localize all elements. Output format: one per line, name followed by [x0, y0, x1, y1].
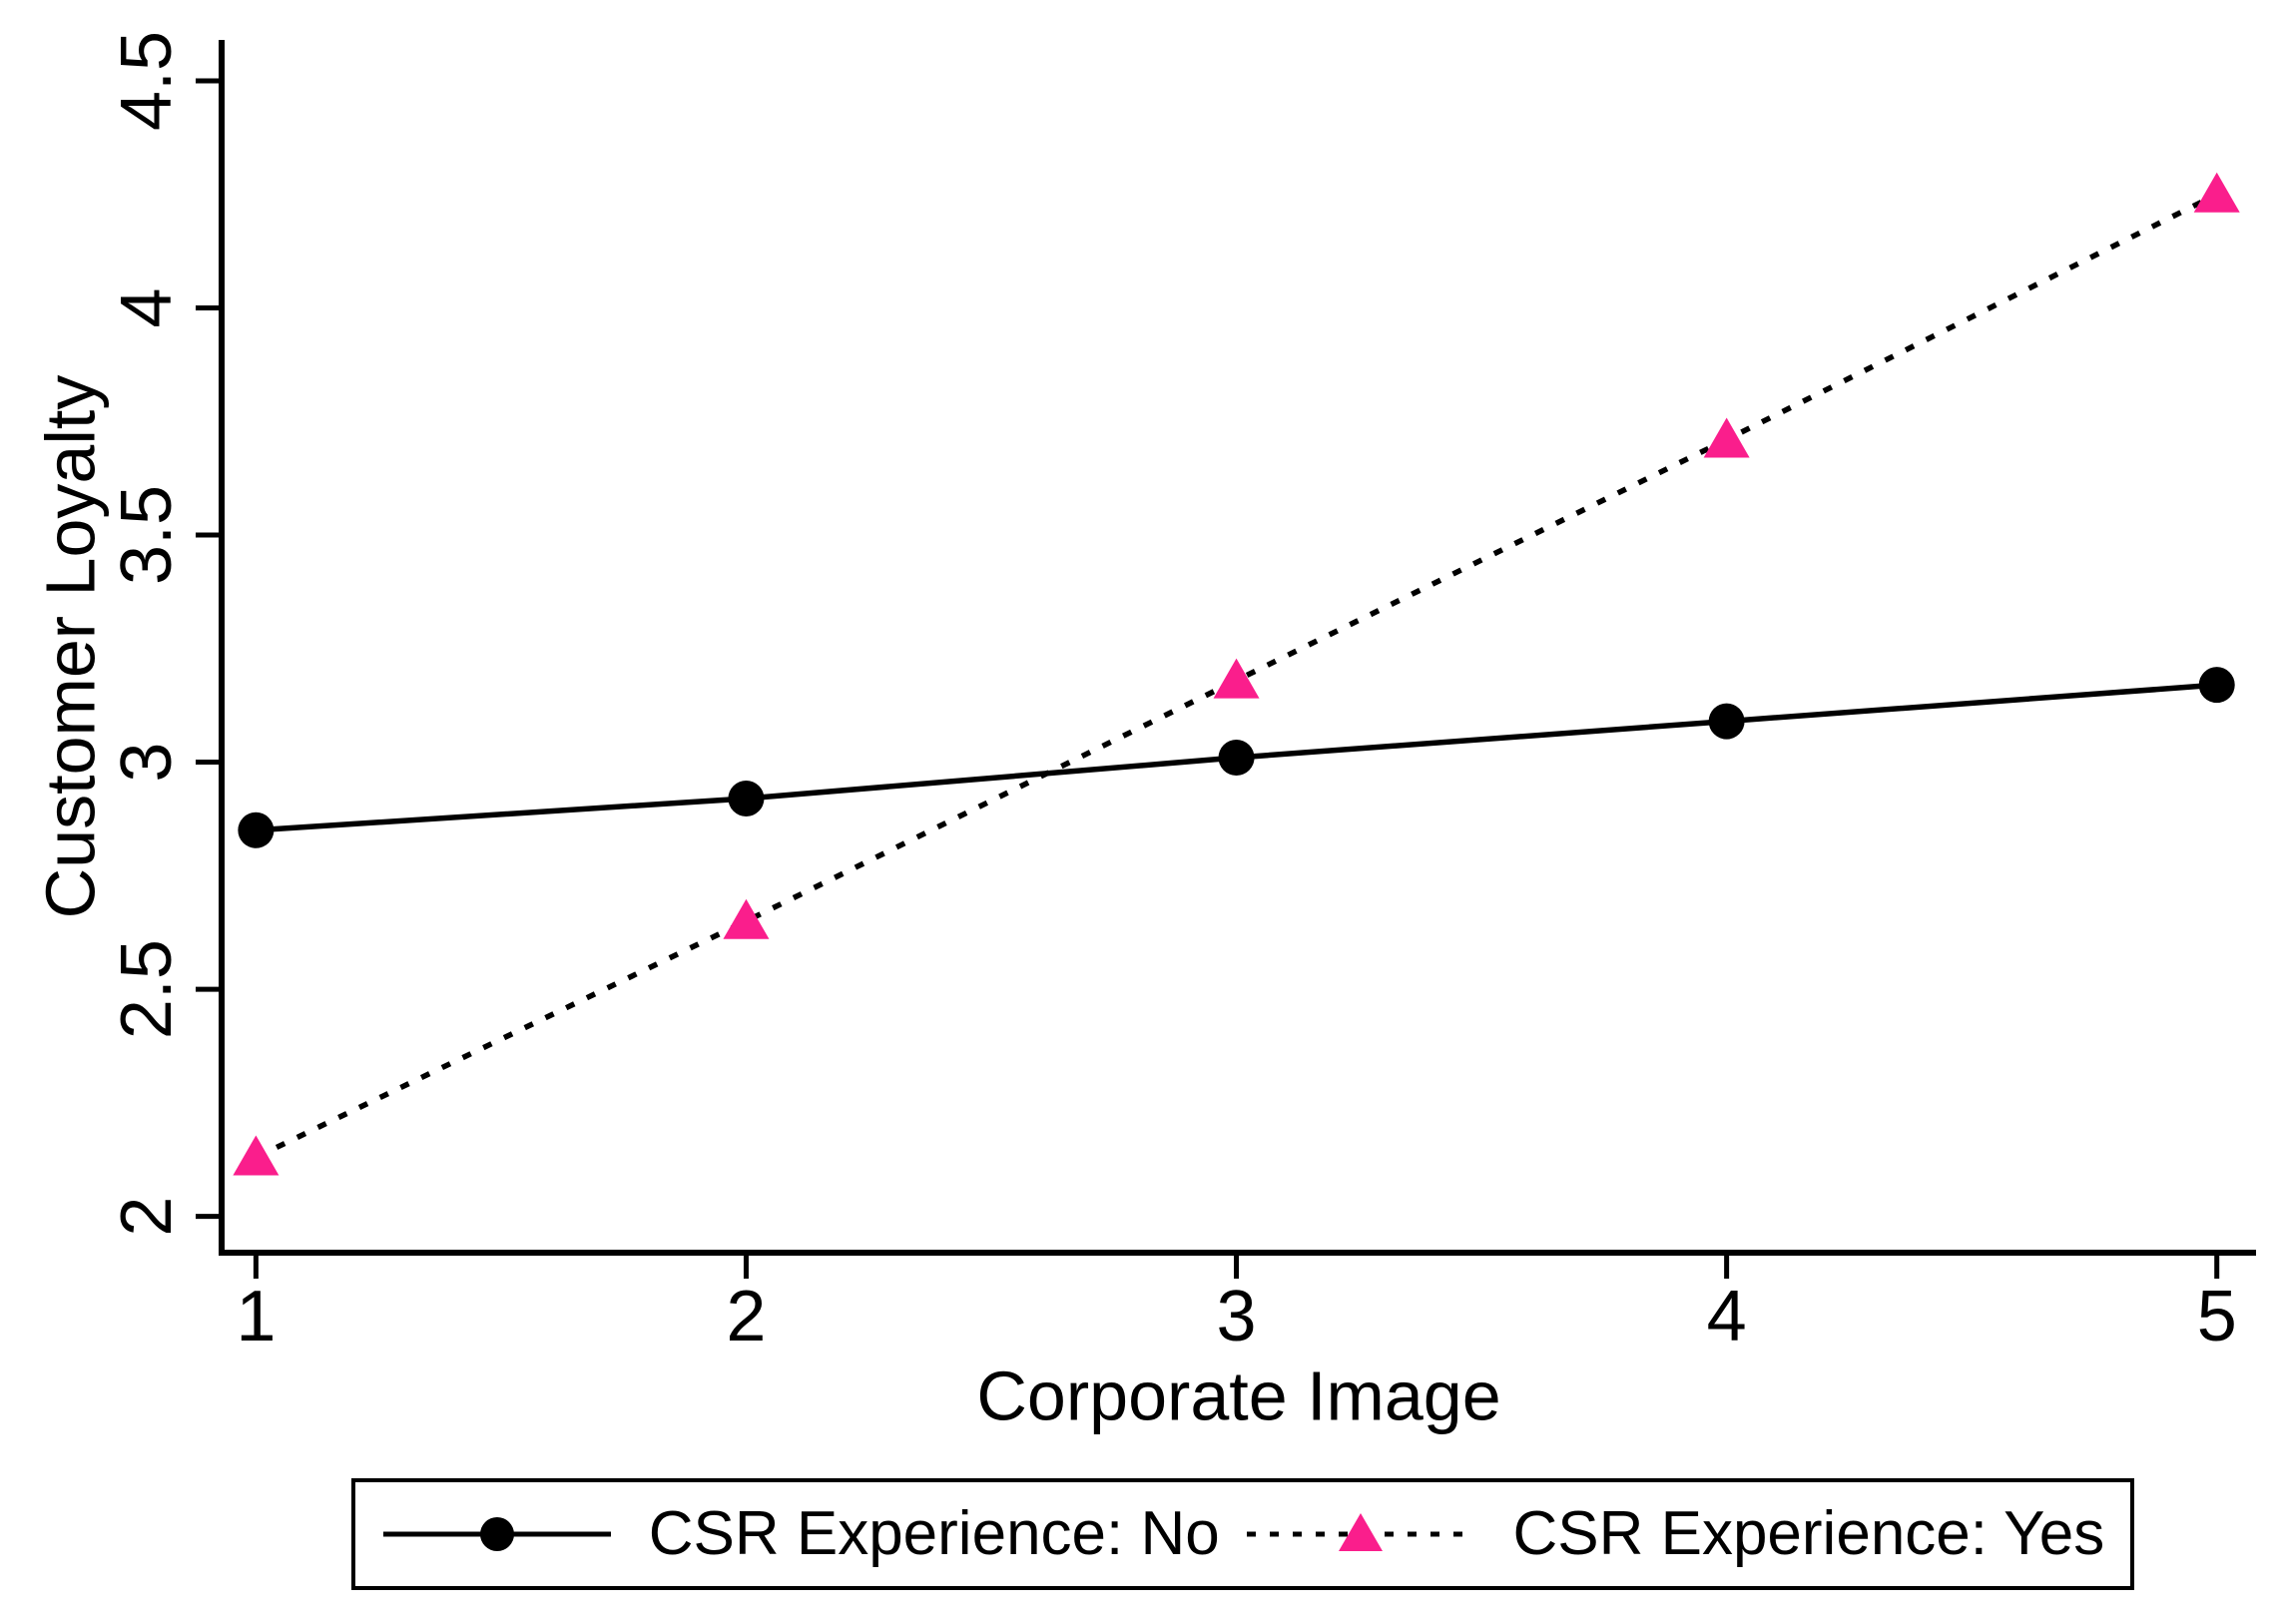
y-tick-label: 4.5 — [107, 31, 187, 131]
marker-circle — [1708, 703, 1745, 740]
legend-entry-no: CSR Experience: No — [381, 1503, 1220, 1565]
y-tick-label: 3.5 — [107, 485, 187, 585]
marker-circle — [728, 780, 765, 816]
legend-sample-solid-circle — [382, 1517, 611, 1551]
x-axis-title: Corporate Image — [976, 1357, 1500, 1435]
marker-triangle — [233, 1135, 280, 1176]
marker-circle — [2198, 667, 2235, 704]
legend-entry-yes: CSR Experience: Yes — [1245, 1503, 2104, 1565]
x-tick-label: 3 — [1217, 1277, 1257, 1356]
marker-triangle — [1703, 417, 1750, 458]
marker-circle — [238, 812, 275, 848]
marker-triangle — [1213, 658, 1260, 699]
y-tick-label: 3 — [107, 743, 187, 783]
y-tick-label: 2.5 — [107, 939, 187, 1039]
marker-circle — [1218, 739, 1255, 776]
y-tick-label: 2 — [107, 1197, 187, 1237]
y-axis-title: Customer Loyalty — [32, 375, 110, 919]
legend-box: CSR Experience: No CSR Experience: Yes — [351, 1478, 2134, 1590]
x-tick-label: 1 — [236, 1277, 276, 1356]
x-tick-label: 4 — [1707, 1277, 1747, 1356]
x-tick-label: 5 — [2197, 1277, 2237, 1356]
x-tick-label: 2 — [726, 1277, 766, 1356]
axes-layer: 2 2.5 3 3.5 4 4.5 1 2 3 4 5 — [107, 31, 2256, 1356]
legend-sample-dotted-triangle — [1247, 1513, 1475, 1551]
series-line-1 — [255, 192, 2218, 1160]
marker-triangle — [723, 898, 770, 939]
legend-label-yes: CSR Experience: Yes — [1512, 1499, 2105, 1568]
series-layer — [233, 172, 2240, 1176]
y-tick-label: 4 — [107, 287, 187, 327]
marker-triangle — [2193, 172, 2240, 213]
legend-label-no: CSR Experience: No — [648, 1499, 1220, 1568]
